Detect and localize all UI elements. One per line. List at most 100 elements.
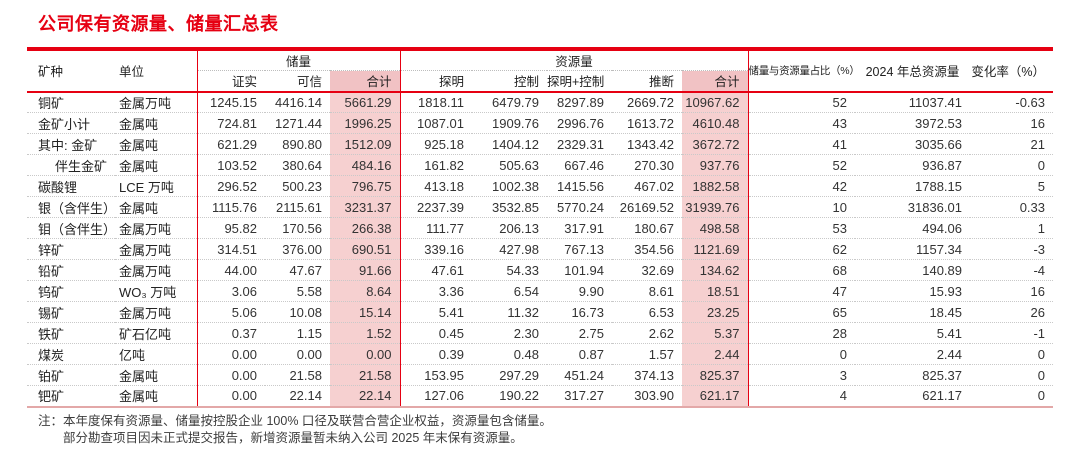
unit-cell: 金属万吨 — [115, 301, 198, 323]
value-cell: 3.06 — [197, 280, 265, 302]
value-cell: 170.56 — [265, 217, 330, 239]
value-cell: 1415.56 — [547, 175, 612, 197]
value-cell: 26169.52 — [612, 196, 682, 218]
value-cell: 5.06 — [197, 301, 265, 323]
value-cell: 31836.01 — [855, 196, 970, 218]
value-cell: 206.13 — [472, 217, 547, 239]
value-cell: 18.51 — [682, 280, 749, 302]
table-row: 铁矿 矿石亿吨 0.37 1.15 1.52 0.45 2.30 2.75 2.62 5.37 28… — [27, 322, 1053, 344]
value-cell: 621.17 — [682, 385, 749, 408]
value-cell: 0.37 — [197, 322, 265, 344]
value-cell: 95.82 — [197, 217, 265, 239]
value-cell: 103.52 — [197, 154, 265, 176]
value-cell: 22.14 — [265, 385, 330, 408]
value-cell: 134.62 — [682, 259, 749, 281]
table-row: 铅矿 金属万吨 44.00 47.67 91.66 47.61 54.33 101.94 32.… — [27, 259, 1053, 281]
value-cell: 15.14 — [330, 301, 401, 323]
value-cell: 9.90 — [547, 280, 612, 302]
value-cell: 317.27 — [547, 385, 612, 408]
summary-table: 矿种 单位 储量 资源量 储量与资源量占比（%） 2024 年总资源量 变化率（… — [27, 47, 1053, 408]
table-row: 钨矿 WO₃ 万吨 3.06 5.58 8.64 3.36 6.54 9.90 8.61 18.5… — [27, 280, 1053, 302]
value-cell: 21 — [970, 133, 1053, 155]
value-cell: 6479.79 — [472, 91, 547, 113]
value-cell: 22.14 — [330, 385, 401, 408]
value-cell: 1002.38 — [472, 175, 547, 197]
col-header-measured-plus-indicated: 探明+控制 — [547, 70, 612, 93]
value-cell: 2329.31 — [547, 133, 612, 155]
value-cell: 0 — [748, 343, 855, 365]
value-cell: 140.89 — [855, 259, 970, 281]
value-cell: 0.45 — [400, 322, 472, 344]
value-cell: 26 — [970, 301, 1053, 323]
value-cell: 0.00 — [197, 343, 265, 365]
value-cell: -4 — [970, 259, 1053, 281]
value-cell: -3 — [970, 238, 1053, 260]
value-cell: 52 — [748, 154, 855, 176]
value-cell: 0.87 — [547, 343, 612, 365]
value-cell: 3 — [748, 364, 855, 386]
value-cell: 3972.53 — [855, 112, 970, 134]
value-cell: 0.33 — [970, 196, 1053, 218]
value-cell: 380.64 — [265, 154, 330, 176]
value-cell: 0.00 — [197, 364, 265, 386]
mineral-name-cell: 钯矿 — [27, 385, 115, 408]
value-cell: 1818.11 — [400, 91, 472, 113]
value-cell: 161.82 — [400, 154, 472, 176]
value-cell: 317.91 — [547, 217, 612, 239]
page-title: 公司保有资源量、储量汇总表 — [38, 14, 279, 34]
value-cell: 303.90 — [612, 385, 682, 408]
value-cell: 5.58 — [265, 280, 330, 302]
value-cell: 52 — [748, 91, 855, 113]
value-cell: 297.29 — [472, 364, 547, 386]
value-cell: -0.63 — [970, 91, 1053, 113]
mineral-name-cell: 伴生金矿 — [27, 154, 115, 176]
table-row: 钯矿 金属吨 0.00 22.14 22.14 127.06 190.22 317.27 303… — [27, 385, 1053, 408]
value-cell: 16 — [970, 280, 1053, 302]
value-cell: 21.58 — [265, 364, 330, 386]
value-cell: 1996.25 — [330, 112, 401, 134]
value-cell: 2996.76 — [547, 112, 612, 134]
value-cell: 65 — [748, 301, 855, 323]
value-cell: 153.95 — [400, 364, 472, 386]
value-cell: 44.00 — [197, 259, 265, 281]
value-cell: 266.38 — [330, 217, 401, 239]
mineral-name-cell: 金矿小计 — [27, 112, 115, 134]
value-cell: 767.13 — [547, 238, 612, 260]
col-header-reserves-total: 合计 — [330, 70, 401, 93]
value-cell: 6.54 — [472, 280, 547, 302]
col-header-proved: 证实 — [197, 70, 265, 93]
value-cell: 0 — [970, 154, 1053, 176]
value-cell: 5.41 — [855, 322, 970, 344]
value-cell: 484.16 — [330, 154, 401, 176]
value-cell: 270.30 — [612, 154, 682, 176]
unit-cell: 金属吨 — [115, 364, 198, 386]
value-cell: 5.41 — [400, 301, 472, 323]
value-cell: 0.00 — [265, 343, 330, 365]
value-cell: -1 — [970, 322, 1053, 344]
value-cell: 68 — [748, 259, 855, 281]
col-header-probable: 可信 — [265, 70, 330, 93]
value-cell: 621.17 — [855, 385, 970, 408]
table-row: 铂矿 金属吨 0.00 21.58 21.58 153.95 297.29 451.24 374… — [27, 364, 1053, 386]
value-cell: 3231.37 — [330, 196, 401, 218]
table-row: 锡矿 金属万吨 5.06 10.08 15.14 5.41 11.32 16.73 6.53 23… — [27, 301, 1053, 323]
value-cell: 500.23 — [265, 175, 330, 197]
value-cell: 0.39 — [400, 343, 472, 365]
unit-cell: 矿石亿吨 — [115, 322, 198, 344]
value-cell: 0 — [970, 364, 1053, 386]
unit-cell: 金属万吨 — [115, 259, 198, 281]
col-header-measured: 探明 — [400, 70, 472, 93]
value-cell: 1271.44 — [265, 112, 330, 134]
value-cell: 1343.42 — [612, 133, 682, 155]
value-cell: 1909.76 — [472, 112, 547, 134]
value-cell: 31939.76 — [682, 196, 749, 218]
value-cell: 0.00 — [197, 385, 265, 408]
value-cell: 5 — [970, 175, 1053, 197]
note-line-1: 注：本年度保有资源量、储量按控股企业 100% 口径及联营合营企业权益，资源量包… — [38, 413, 552, 428]
value-cell: 8.64 — [330, 280, 401, 302]
unit-cell: 金属万吨 — [115, 217, 198, 239]
value-cell: 2669.72 — [612, 91, 682, 113]
value-cell: 427.98 — [472, 238, 547, 260]
value-cell: 724.81 — [197, 112, 265, 134]
table-body: 铜矿 金属万吨 1245.15 4416.14 5661.29 1818.11 6479.7… — [27, 91, 1053, 408]
